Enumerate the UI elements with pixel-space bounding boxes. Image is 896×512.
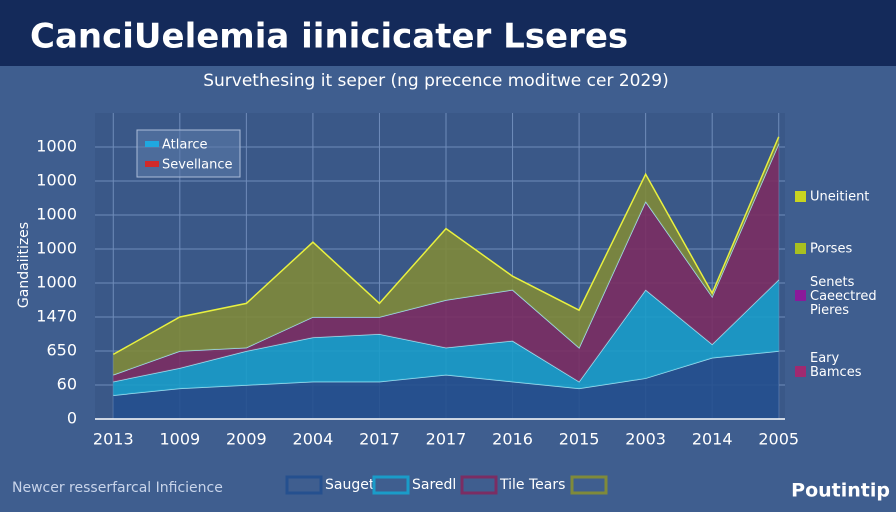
legend-swatch	[145, 141, 159, 147]
chart-title: CanciUelemia iinicicater Lseres	[30, 17, 628, 57]
chart-subtitle: Survethesing it seper (ng precence modit…	[203, 71, 669, 91]
legend-label: Atlarce	[162, 138, 208, 153]
side-label: Porses	[810, 242, 852, 257]
side-label: Senets Caeectred Pieres	[810, 275, 877, 318]
area	[113, 351, 779, 419]
area-edge	[112, 136, 780, 356]
x-tick-label: 2013	[93, 430, 134, 449]
side-label: Eary Bamces	[810, 351, 862, 380]
title-banner	[0, 0, 896, 66]
y-tick-label: 60	[57, 375, 77, 394]
footer-right: Poutintip	[791, 480, 890, 502]
y-tick-label: 1000	[36, 205, 77, 224]
area	[113, 279, 779, 396]
y-axis-label: Gandaiitizes	[16, 222, 32, 308]
x-tick-label: 2014	[692, 430, 733, 449]
legend-swatch	[285, 475, 323, 495]
x-tick-label: 2015	[559, 430, 600, 449]
x-tick-label: 2004	[293, 430, 334, 449]
x-tick-label: 2009	[226, 430, 267, 449]
legend-label: Sevellance	[162, 158, 233, 173]
y-tick-label: 1000	[36, 137, 77, 156]
legend-label: Sauget	[325, 477, 375, 493]
legend-swatch	[570, 475, 608, 495]
area	[113, 143, 779, 382]
x-tick-label: 2016	[492, 430, 533, 449]
legend-swatch	[145, 161, 159, 167]
y-tick-label: 650	[46, 341, 77, 360]
side-swatch	[795, 366, 806, 377]
area	[113, 136, 779, 375]
x-tick-label: 2017	[426, 430, 467, 449]
legend-label: Saredl	[412, 477, 456, 493]
footer-left: Newcer resserfarcal Inficience	[12, 480, 223, 496]
x-tick-label: 2003	[625, 430, 666, 449]
side-label: Uneitient	[810, 190, 869, 205]
inset-legend-box	[136, 129, 241, 178]
x-tick-label: 2017	[359, 430, 400, 449]
side-swatch	[795, 243, 806, 254]
y-tick-label: 0	[67, 409, 77, 428]
y-tick-label: 1000	[36, 171, 77, 190]
y-tick-label: 1000	[36, 273, 77, 292]
x-tick-label: 1009	[159, 430, 200, 449]
x-tick-label: 2005	[758, 430, 799, 449]
y-tick-label: 1470	[36, 307, 77, 326]
y-tick-label: 1000	[36, 239, 77, 258]
legend-swatch	[372, 475, 410, 495]
legend-label: Tile Tears	[499, 477, 565, 493]
side-swatch	[795, 191, 806, 202]
legend-swatch	[460, 475, 498, 495]
side-swatch	[795, 290, 806, 301]
